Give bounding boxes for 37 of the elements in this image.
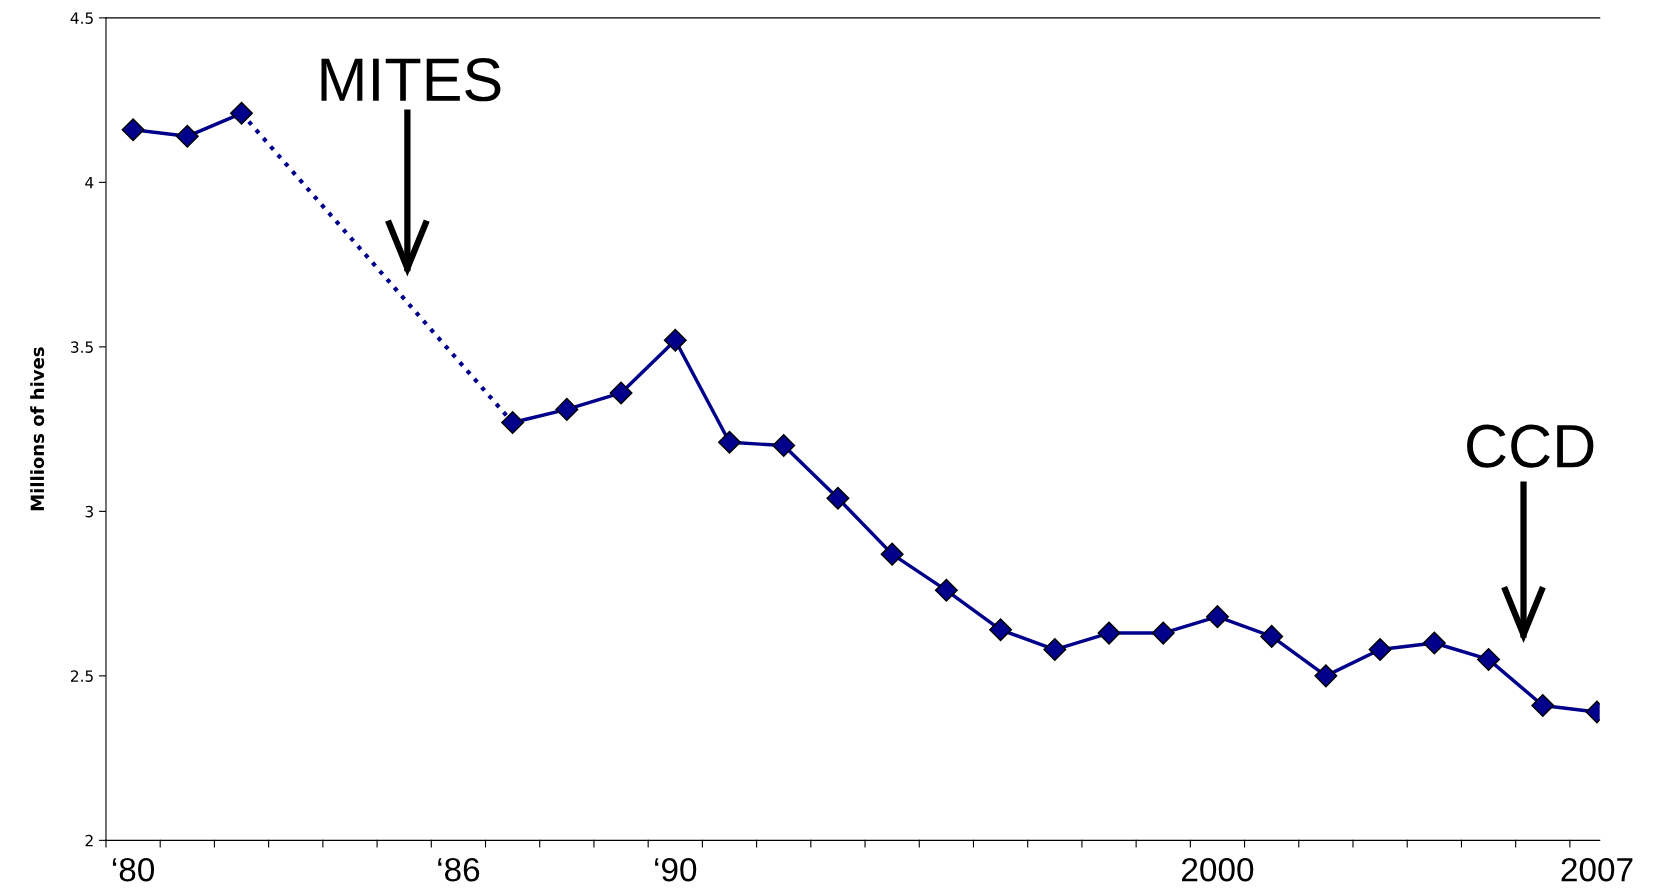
annotation: CCD bbox=[1467, 424, 1594, 468]
y-tick-label: 3.5 bbox=[71, 341, 93, 353]
point bbox=[1043, 638, 1067, 662]
point bbox=[1314, 664, 1338, 688]
point bbox=[175, 124, 199, 148]
point bbox=[1097, 621, 1121, 645]
point bbox=[989, 618, 1013, 642]
point bbox=[663, 328, 687, 352]
point bbox=[1531, 693, 1555, 717]
point bbox=[772, 434, 796, 458]
y-tick-label: 3 bbox=[85, 505, 93, 518]
point bbox=[501, 411, 525, 435]
point bbox=[1368, 638, 1392, 662]
point bbox=[1151, 621, 1175, 645]
y-tick-label: 4.5 bbox=[70, 12, 93, 24]
x-tick-label: 2007 bbox=[1561, 857, 1633, 882]
point bbox=[880, 542, 904, 566]
x-tick-label: 2000 bbox=[1182, 857, 1254, 882]
point bbox=[1422, 631, 1446, 655]
y-tick-label: 2 bbox=[85, 834, 93, 847]
point bbox=[230, 101, 254, 125]
point bbox=[1260, 624, 1284, 648]
point bbox=[555, 397, 579, 421]
x-tick-label: ‘80 bbox=[112, 857, 155, 882]
y-tick-label: 4 bbox=[85, 177, 94, 189]
point bbox=[609, 381, 633, 405]
point bbox=[826, 486, 850, 510]
y-axis-title: Millions of hives bbox=[30, 347, 45, 511]
point bbox=[934, 578, 958, 602]
point bbox=[1477, 647, 1501, 671]
point bbox=[1205, 605, 1229, 629]
y-tick-label: 2.5 bbox=[71, 670, 93, 682]
point bbox=[121, 118, 145, 142]
point bbox=[717, 430, 741, 454]
x-tick-label: ‘90 bbox=[655, 857, 697, 882]
x-tick-label: ‘86 bbox=[438, 857, 480, 882]
annotation: MITES bbox=[321, 58, 501, 102]
